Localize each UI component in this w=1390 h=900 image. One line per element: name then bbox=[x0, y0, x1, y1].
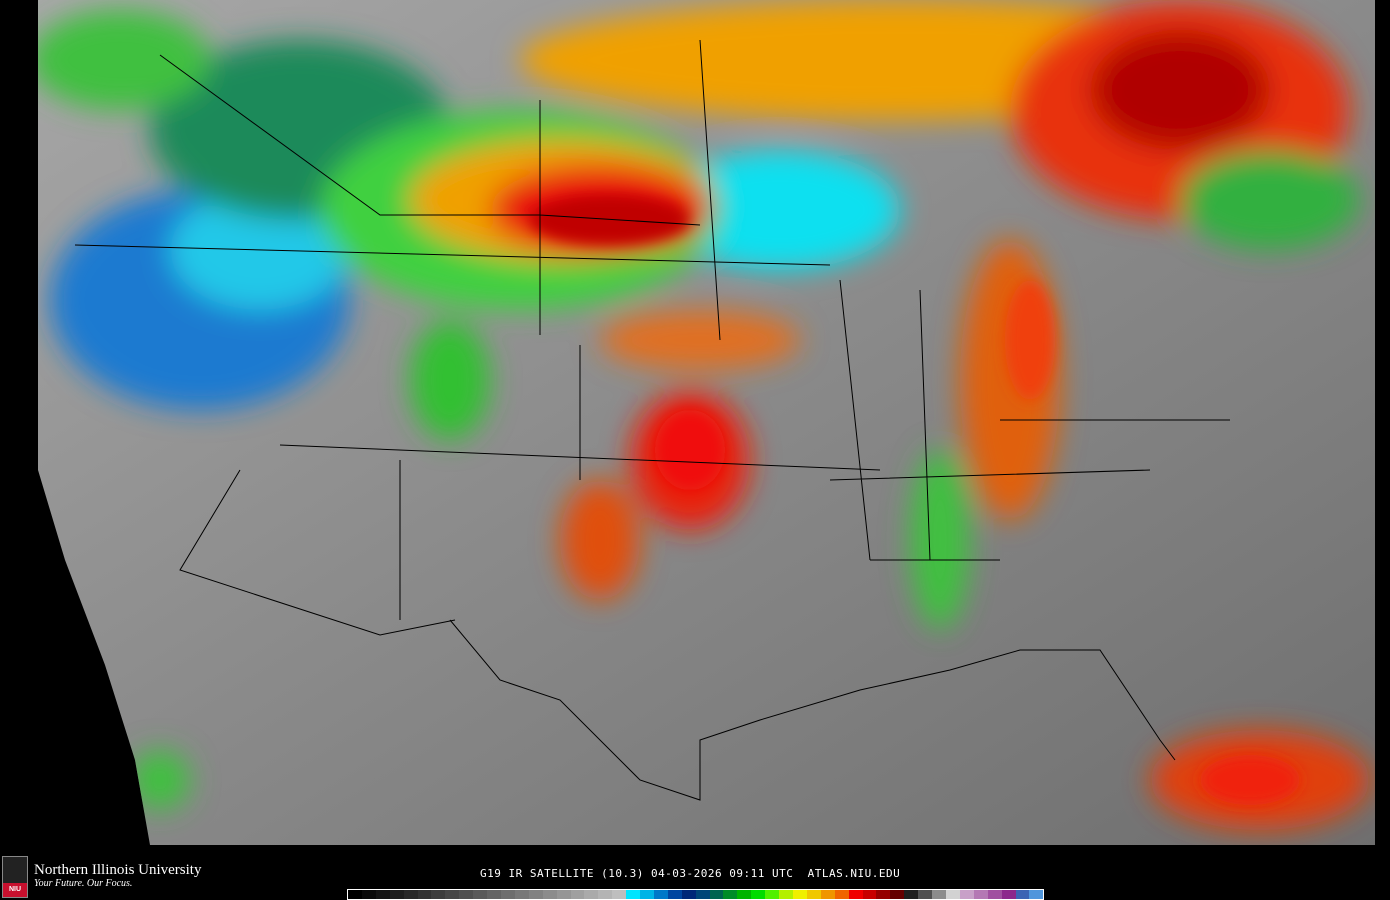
color-scale-swatch bbox=[918, 890, 933, 899]
color-scale-swatch bbox=[570, 890, 585, 899]
color-scale-swatch bbox=[709, 890, 724, 899]
color-scale-swatch bbox=[431, 890, 446, 899]
color-scale-swatch bbox=[389, 890, 404, 899]
color-scale-swatch bbox=[500, 890, 515, 899]
color-scale-swatch bbox=[417, 890, 432, 899]
color-scale-swatch bbox=[723, 890, 738, 899]
color-scale-swatch bbox=[876, 890, 891, 899]
color-scale-swatch bbox=[793, 890, 807, 899]
color-scale-swatch bbox=[556, 890, 571, 899]
color-scale-swatch bbox=[862, 890, 877, 899]
color-scale-swatch bbox=[653, 890, 668, 899]
color-scale-swatch bbox=[542, 890, 557, 899]
color-scale-swatch bbox=[348, 890, 362, 899]
cloud-imagery bbox=[38, 0, 1375, 845]
state-boundaries bbox=[74, 39, 1230, 801]
footer: NIU Northern Illinois University Your Fu… bbox=[0, 848, 1390, 900]
color-scale-swatch bbox=[695, 890, 710, 899]
color-scale-swatch bbox=[445, 890, 460, 899]
color-scale-swatch bbox=[667, 890, 682, 899]
color-scale-swatch bbox=[1001, 890, 1016, 899]
color-scale-swatch bbox=[1015, 890, 1030, 899]
satellite-map bbox=[38, 0, 1375, 845]
logo-name: Northern Illinois University bbox=[34, 862, 202, 878]
color-scale-swatch bbox=[487, 890, 501, 899]
color-scale-swatch bbox=[612, 890, 627, 899]
image-caption: G19 IR SATELLITE (10.3) 04-03-2026 09:11… bbox=[480, 867, 901, 880]
color-scale-swatch bbox=[806, 890, 821, 899]
color-scale-bar bbox=[347, 889, 1044, 900]
color-scale-swatch bbox=[737, 890, 752, 899]
color-scale-swatch bbox=[779, 890, 793, 899]
color-scale-swatch bbox=[584, 890, 599, 899]
color-scale-swatch bbox=[473, 890, 488, 899]
color-scale-swatch bbox=[403, 890, 418, 899]
color-scale-swatch bbox=[890, 890, 905, 899]
niu-logo[interactable]: NIU Northern Illinois University Your Fu… bbox=[2, 856, 201, 898]
color-scale-swatch bbox=[1029, 890, 1044, 899]
color-scale-swatch bbox=[834, 890, 849, 899]
color-scale-swatch bbox=[848, 890, 863, 899]
logo-tagline: Your Future. Our Focus. bbox=[34, 878, 133, 889]
color-scale-swatch bbox=[904, 890, 919, 899]
color-scale-swatch bbox=[640, 890, 654, 899]
color-scale-swatch bbox=[626, 890, 641, 899]
color-scale-swatch bbox=[945, 890, 960, 899]
color-scale-swatch bbox=[598, 890, 613, 899]
color-scale-swatch bbox=[959, 890, 974, 899]
color-scale-swatch bbox=[765, 890, 780, 899]
niu-crest-icon: NIU bbox=[2, 856, 28, 898]
color-scale-swatch bbox=[528, 890, 543, 899]
color-scale-swatch bbox=[361, 890, 376, 899]
color-scale-swatch bbox=[459, 890, 474, 899]
color-scale-swatch bbox=[820, 890, 835, 899]
logo-badge: NIU bbox=[3, 883, 27, 897]
color-scale-swatch bbox=[973, 890, 988, 899]
color-scale-swatch bbox=[514, 890, 529, 899]
color-scale-swatch bbox=[932, 890, 946, 899]
color-scale-swatch bbox=[681, 890, 696, 899]
color-scale-swatch bbox=[987, 890, 1002, 899]
color-scale-swatch bbox=[375, 890, 390, 899]
color-scale-swatch bbox=[751, 890, 766, 899]
